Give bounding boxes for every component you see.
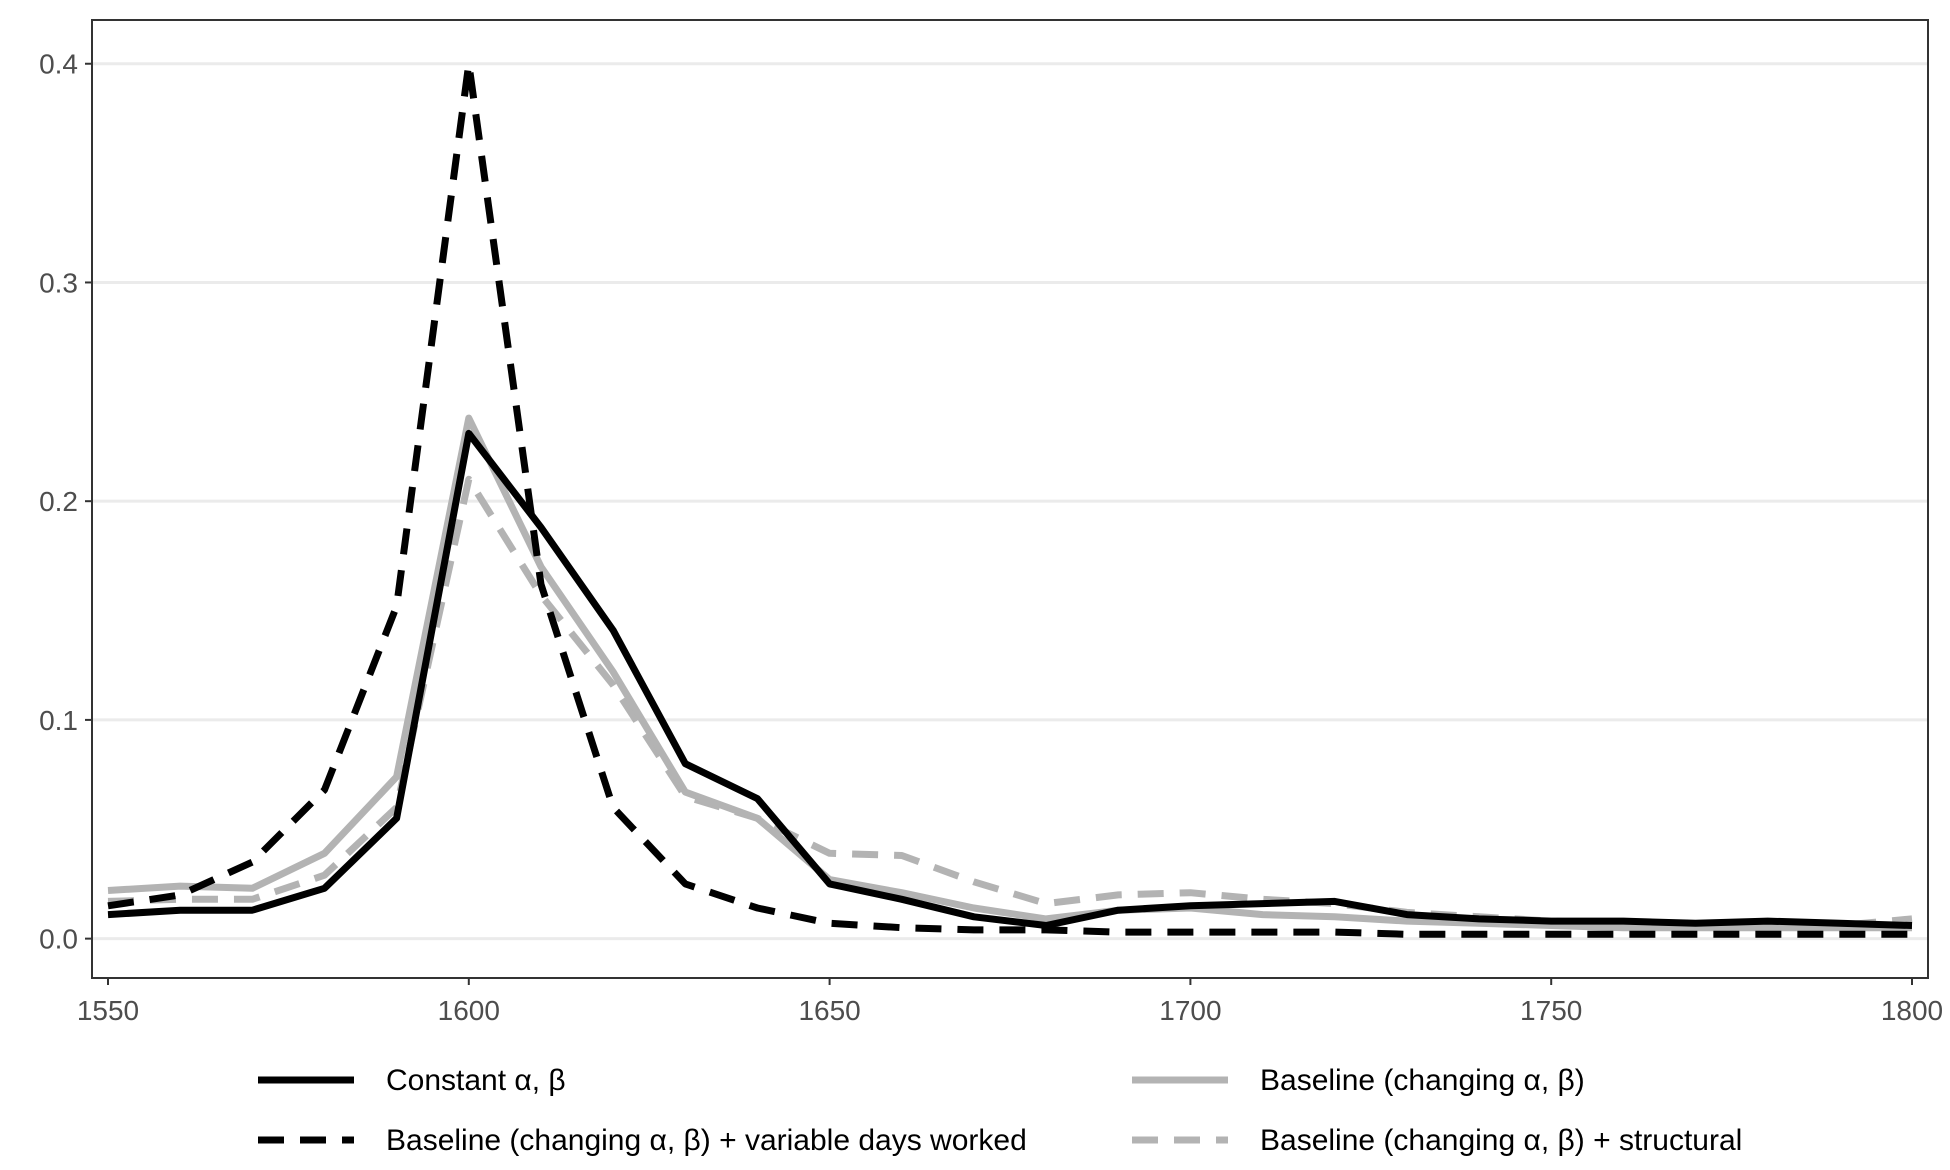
legend-label-3: Baseline (changing α, β) + structural (1260, 1124, 1742, 1157)
legend: Constant α, β Baseline (changing α, β) Bas… (258, 1064, 1742, 1157)
x-tick-label-3: 1700 (1159, 995, 1221, 1026)
x-tick-label-0: 1550 (77, 995, 139, 1026)
y-tick-label-0: 0.0 (39, 924, 78, 955)
series-line-1 (107, 414, 1912, 932)
plot-panel-border (91, 19, 1929, 979)
legend-label-1: Baseline (changing α, β) (1260, 1064, 1585, 1097)
x-tick-label-2: 1650 (798, 995, 860, 1026)
y-tick-label-4: 0.4 (39, 49, 78, 80)
legend-label-2: Baseline (changing α, β) + variable days… (386, 1124, 1027, 1157)
x-tick-label-1: 1600 (438, 995, 500, 1026)
x-tick-label-5: 1800 (1881, 995, 1943, 1026)
series-lines (107, 60, 1913, 938)
y-axis: 0.0 0.1 0.2 0.3 0.4 (39, 49, 92, 955)
y-tick-label-3: 0.3 (39, 267, 78, 298)
y-tick-label-1: 0.1 (39, 705, 78, 736)
series-line-0 (107, 429, 1913, 929)
x-axis: 1550 1600 1650 1700 1750 1800 (77, 978, 1943, 1026)
gridlines (92, 62, 1928, 941)
series-line-2 (107, 60, 1912, 938)
legend-label-0: Constant α, β (386, 1064, 566, 1097)
x-tick-label-4: 1750 (1520, 995, 1582, 1026)
y-tick-label-2: 0.2 (39, 486, 78, 517)
